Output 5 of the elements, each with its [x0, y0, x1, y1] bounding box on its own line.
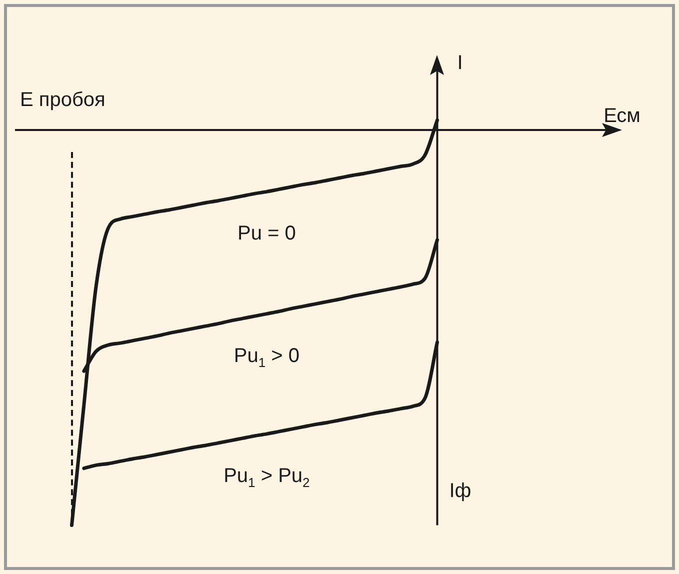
series-label: Pu = 0 [237, 222, 296, 245]
text: Е пробоя [20, 89, 106, 112]
y-axis-title: I [457, 52, 463, 74]
annotation: Iф [449, 480, 472, 502]
x-axis-title: Есм [604, 105, 640, 128]
